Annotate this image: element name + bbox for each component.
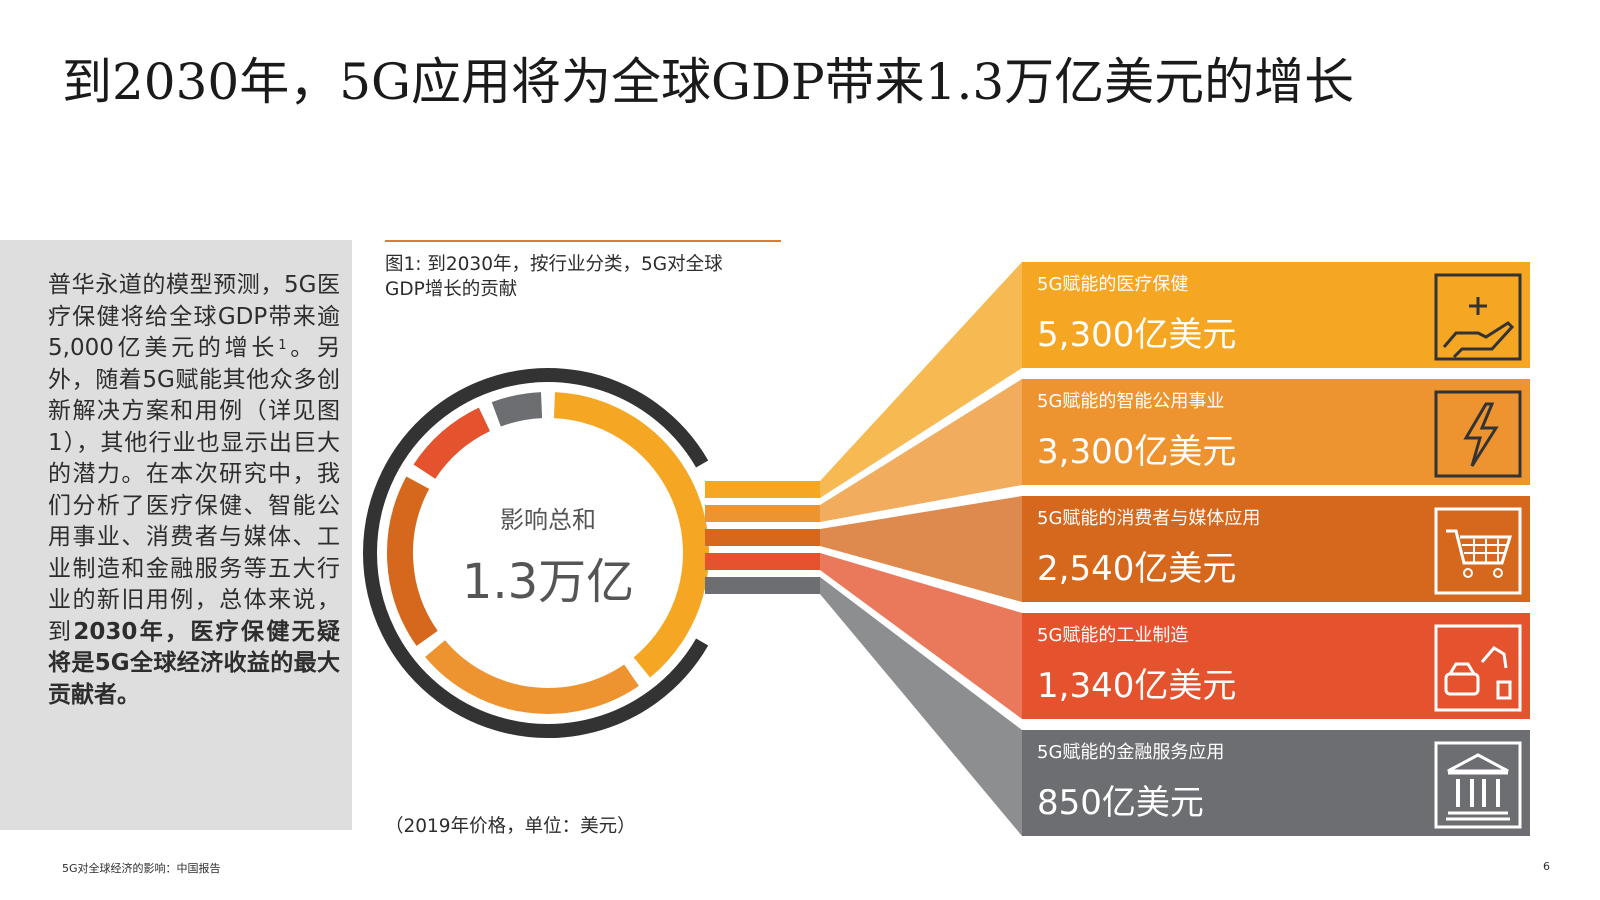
connector-strip — [705, 529, 820, 546]
category-card — [1022, 496, 1530, 602]
donut-segment — [491, 392, 543, 427]
category-label: 5G赋能的医疗保健 — [1037, 274, 1188, 295]
outer-ring — [363, 368, 709, 738]
lightning-bolt-icon — [1434, 390, 1522, 478]
icon-frame — [1434, 507, 1522, 595]
center-label: 影响总和 — [500, 506, 596, 534]
sidebar-text-part-2: 。另外，随着5G赋能其他众多创新解决方案和用例（详见图1），其他行业也显示出巨大… — [48, 335, 340, 645]
sidebar-text: 普华永道的模型预测，5G医疗保健将给全球GDP带来逾5,000亿美元的增长1。另… — [48, 270, 340, 711]
footer-page-number: 6 — [1543, 860, 1550, 873]
connector-strip — [705, 553, 820, 570]
sidebar-panel — [0, 240, 352, 830]
connector-strip — [705, 505, 820, 522]
page-title: 到2030年，5G应用将为全球GDP带来1.3万亿美元的增长 — [62, 53, 1355, 111]
donut-segment — [387, 476, 438, 646]
category-label: 5G赋能的金融服务应用 — [1037, 742, 1224, 763]
bank-building-icon — [1434, 741, 1522, 829]
price-note: （2019年价格，单位：美元） — [385, 816, 636, 837]
figure-divider — [385, 240, 781, 242]
footer-report-title: 5G对全球经济的影响：中国报告 — [62, 862, 221, 875]
connector-strip — [705, 577, 820, 594]
category-value: 5,300亿美元 — [1037, 315, 1236, 355]
shopping-cart-icon — [1434, 507, 1522, 595]
icon-frame — [1434, 624, 1522, 712]
sidebar-text-bold: 2030年，医疗保健无疑将是5G全球经济收益的最大贡献者。 — [48, 618, 341, 708]
healthcare-hand-plus-icon — [1434, 273, 1522, 361]
category-card — [1022, 730, 1530, 836]
category-label: 5G赋能的消费者与媒体应用 — [1037, 508, 1260, 529]
factory-robot-icon — [1434, 624, 1522, 712]
fan-connector — [820, 553, 1022, 719]
category-label: 5G赋能的智能公用事业 — [1037, 391, 1224, 412]
connector-strip — [705, 481, 820, 498]
fan-connector — [820, 262, 1022, 498]
sidebar-text-part-1: 普华永道的模型预测，5G医疗保健将给全球GDP带来逾5,000亿美元的增长 — [48, 272, 340, 361]
icon-frame — [1434, 273, 1522, 361]
category-value: 1,340亿美元 — [1037, 666, 1236, 706]
category-card — [1022, 379, 1530, 485]
center-value: 1.3万亿 — [462, 554, 634, 610]
category-value: 850亿美元 — [1037, 783, 1204, 823]
category-value: 3,300亿美元 — [1037, 432, 1236, 472]
donut-segment — [553, 392, 709, 678]
icon-frame — [1434, 741, 1522, 829]
category-card — [1022, 262, 1530, 368]
footnote-marker: 1 — [278, 338, 287, 353]
category-value: 2,540亿美元 — [1037, 549, 1236, 589]
category-card — [1022, 613, 1530, 719]
donut-segment — [425, 640, 639, 714]
fan-connector — [820, 577, 1022, 836]
fan-connector — [820, 379, 1022, 522]
category-label: 5G赋能的工业制造 — [1037, 625, 1188, 646]
figure-caption: 图1: 到2030年，按行业分类，5G对全球GDP增长的贡献 — [385, 254, 723, 300]
fan-connector — [820, 496, 1022, 602]
icon-frame — [1434, 390, 1522, 478]
donut-segment — [413, 407, 491, 480]
